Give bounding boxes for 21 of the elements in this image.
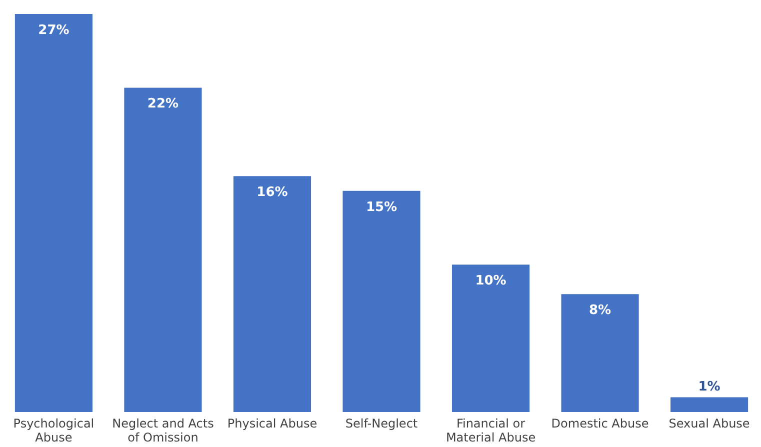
data-label: 1%: [698, 379, 720, 394]
x-tick-label: Domestic Abuse: [551, 416, 649, 430]
x-tick-label: Self-Neglect: [345, 416, 418, 430]
data-label: 10%: [475, 274, 506, 289]
x-tick-label: Physical Abuse: [227, 416, 318, 430]
data-label: 16%: [256, 185, 288, 200]
data-label: 22%: [147, 96, 179, 112]
bar: [233, 176, 312, 412]
x-tick-label: Financial or Material Abuse: [446, 416, 536, 444]
bar: [14, 14, 92, 412]
data-label: 27%: [38, 23, 70, 38]
x-tick-label: Sexual Abuse: [668, 416, 750, 430]
bar: [452, 264, 530, 412]
bar: [561, 294, 639, 412]
data-label: 8%: [588, 303, 612, 318]
bar: [670, 397, 748, 412]
x-tick-label: Psychological Abuse: [13, 416, 94, 444]
x-tick-label: Neglect and Acts of Omission: [112, 416, 214, 444]
bar: [342, 190, 420, 412]
bar: [124, 88, 202, 412]
data-label: 15%: [366, 200, 398, 215]
